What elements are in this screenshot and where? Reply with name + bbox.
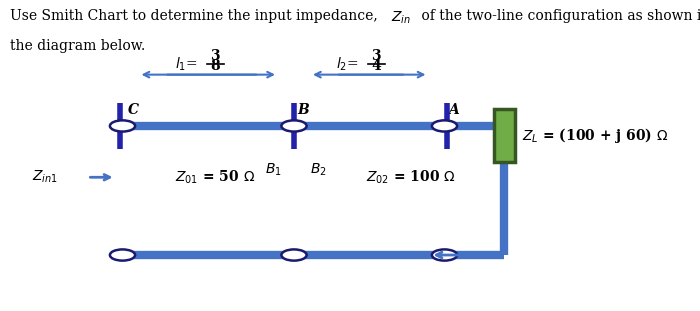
Circle shape	[281, 120, 307, 132]
Text: A: A	[448, 103, 458, 117]
Text: $Z_L$ = (100 + j 60) $\Omega$: $Z_L$ = (100 + j 60) $\Omega$	[522, 126, 668, 145]
Text: $Z_{in1}$: $Z_{in1}$	[32, 169, 57, 185]
Text: of the two-line configuration as shown in: of the two-line configuration as shown i…	[417, 9, 700, 23]
Text: C: C	[128, 103, 139, 117]
Text: $Z_{01}$ = 50 $\Omega$: $Z_{01}$ = 50 $\Omega$	[175, 169, 256, 186]
Text: 4: 4	[372, 59, 381, 73]
Text: the diagram below.: the diagram below.	[10, 39, 146, 53]
Text: 8: 8	[211, 59, 220, 73]
Text: $B_1$: $B_1$	[265, 162, 281, 178]
Text: B: B	[298, 103, 309, 117]
Circle shape	[281, 249, 307, 261]
Circle shape	[110, 249, 135, 261]
Text: 3: 3	[372, 49, 381, 63]
Text: $Z_{in}$: $Z_{in}$	[391, 9, 411, 26]
Text: $l_1$=: $l_1$=	[175, 56, 197, 73]
Text: $B_2$: $B_2$	[310, 162, 327, 178]
Text: $Z_{02}$ = 100 $\Omega$: $Z_{02}$ = 100 $\Omega$	[366, 169, 456, 186]
Circle shape	[432, 249, 457, 261]
Circle shape	[110, 120, 135, 132]
Circle shape	[432, 120, 457, 132]
FancyBboxPatch shape	[494, 109, 514, 162]
Text: $l_2$=: $l_2$=	[336, 56, 358, 73]
Text: Use Smith Chart to determine the input impedance,: Use Smith Chart to determine the input i…	[10, 9, 383, 23]
Text: 3: 3	[211, 49, 220, 63]
